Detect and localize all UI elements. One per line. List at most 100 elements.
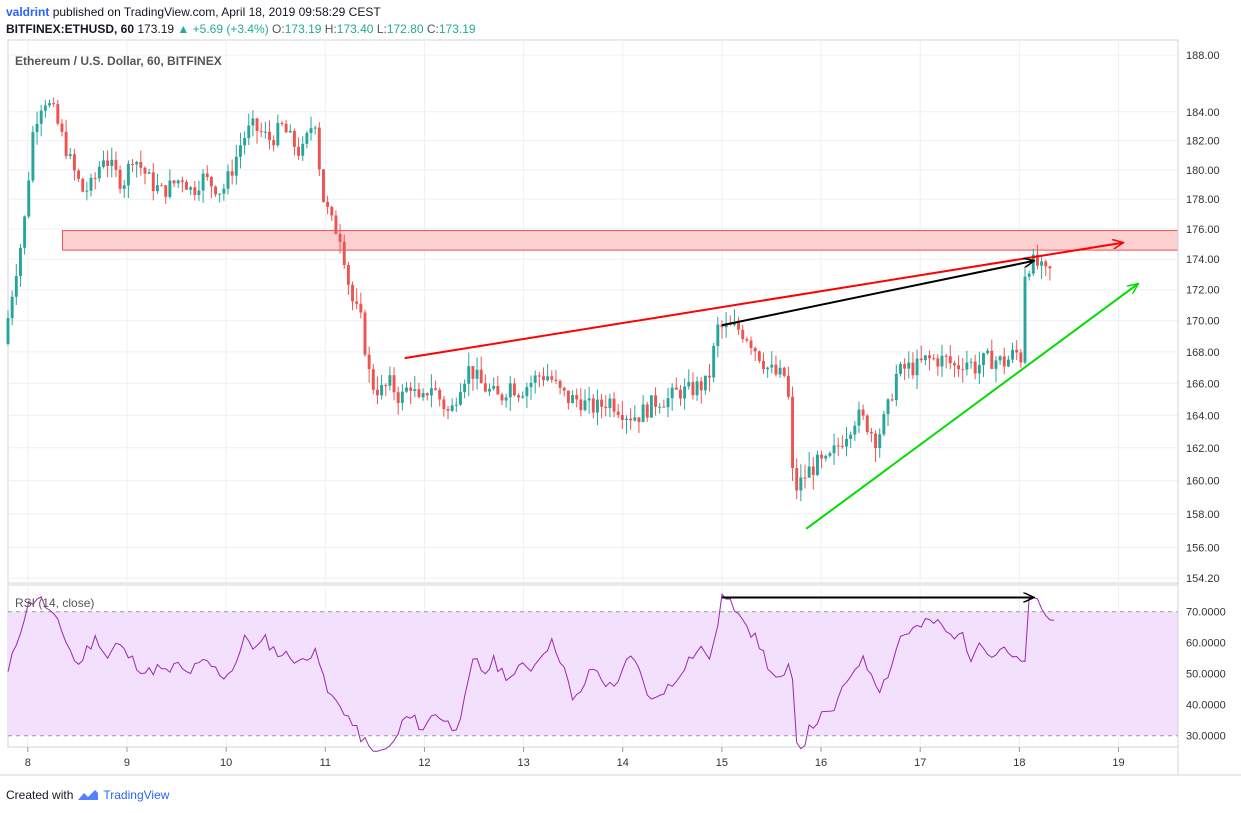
candle-body [97,166,101,179]
rsi-tick-label: 70.0000 [1186,607,1226,619]
candle-body [297,146,301,156]
candle-body [562,387,566,391]
candle-body [309,128,313,134]
candle-body [840,445,844,447]
candle-body [338,233,342,242]
candle-body [1036,254,1039,266]
candle-body [288,130,292,133]
candle-body [832,445,836,454]
candle-body [226,171,230,189]
price-pane[interactable] [7,39,1179,584]
candle-body [454,404,458,406]
candle-body [994,360,998,369]
candle-body [899,364,902,374]
candle-body [1011,349,1015,360]
candle-body [172,180,176,184]
candle-body [135,161,139,165]
candle-body [413,389,417,391]
candle-body [255,118,259,132]
tradingview-brand[interactable]: TradingView [103,788,170,802]
candle-body [48,103,51,106]
candle-body [131,163,134,165]
candle-body [305,133,309,144]
candle-body [662,406,666,408]
candle-body [326,201,330,207]
price-tick-label: 180.00 [1186,165,1220,177]
candle-body [1027,273,1031,277]
candle-body [409,387,413,391]
candle-body [463,383,467,393]
candle-body [940,355,944,367]
candle-body [566,390,570,404]
price-tick-label: 156.00 [1186,542,1220,554]
x-tick-label: 12 [418,757,430,769]
candle-body [915,358,919,376]
candle-body [546,376,550,381]
candle-body [869,432,873,434]
candle-body [716,324,720,346]
candle-body [683,386,687,399]
candle-body [824,455,828,459]
ohlc-header: BITFINEX:ETHUSD, 60 173.19 ▲ +5.69 (+3.4… [6,22,476,36]
close-label: C: [426,22,439,36]
candle-body [118,169,122,189]
candle-body [106,160,110,166]
candle-body [965,362,969,370]
x-tick-label: 8 [25,757,31,769]
candle-body [732,322,736,325]
candle-body [417,389,421,398]
candle-body [749,340,753,348]
candle-body [214,186,218,195]
candle-body [1006,359,1010,367]
candle-body [421,393,425,398]
symbol-label: BITFINEX:ETHUSD, 60 [6,22,135,36]
high-label: H: [324,22,337,36]
candle-body [554,379,558,381]
candle-body [176,180,180,184]
low-value: 172.80 [386,22,424,36]
created-with-text: Created with [6,788,74,802]
candle-body [969,361,973,363]
candle-body [957,365,961,370]
candle-body [1002,356,1006,367]
candle-body [259,131,263,133]
candle-body [151,172,155,192]
candle-body [400,391,404,403]
candle-body [932,358,936,360]
candle-body [19,247,22,277]
candle-body [724,323,728,328]
candle-body [595,399,599,413]
rsi-title: RSI (14, close) [15,596,94,610]
candle-body [512,383,516,396]
candle-body [122,185,126,189]
candle-body [272,140,276,146]
up-triangle-icon: ▲ [177,22,190,36]
x-tick-label: 13 [517,757,529,769]
candle-body [616,411,620,415]
candle-body [820,454,824,459]
candle-body [521,396,525,398]
candle-body [189,187,193,190]
candle-body [483,383,487,392]
candle-body [791,396,794,469]
candle-body [641,404,645,423]
candle-body [1023,276,1027,363]
candle-body [68,154,72,157]
author-link[interactable]: valdrint [6,5,50,19]
price-tick-label: 188.00 [1186,50,1220,62]
candle-body [43,105,47,111]
candle-body [371,369,375,390]
footer: Created with TradingView [6,788,169,802]
candle-body [745,338,749,341]
support-trendline [805,284,1138,530]
candle-body [766,367,770,370]
candle-body [479,369,483,384]
rsi-tick-label: 30.0000 [1186,731,1226,743]
candle-body [770,364,774,368]
candle-body [990,350,994,369]
candle-body [836,445,840,447]
candle-body [292,130,296,147]
candle-body [550,376,554,380]
rsi-tick-label: 60.0000 [1186,638,1226,650]
